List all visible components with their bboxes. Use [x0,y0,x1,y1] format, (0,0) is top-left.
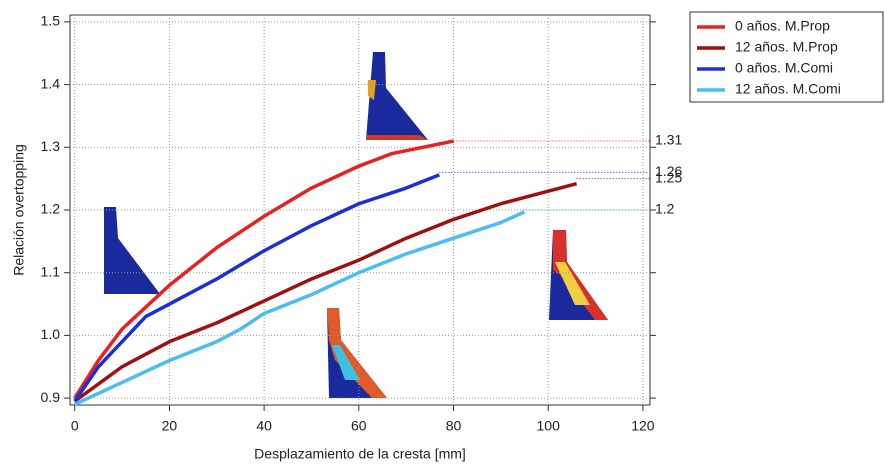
x-tick-label: 120 [631,418,655,434]
series-line [73,139,454,400]
y-tick-label: 1.2 [41,201,61,217]
dam-image [327,308,387,398]
dam-image [366,135,428,140]
y-axis-label: Relación overtopping [11,144,27,276]
x-tick-label: 100 [537,418,561,434]
dam-image [332,345,360,380]
x-tick-label: 0 [71,418,79,434]
series-line [73,210,526,406]
x-tick-label: 80 [446,418,462,434]
series-line [73,181,578,403]
y-tick-label: 0.9 [41,389,61,405]
legend-label: 0 años. M.Prop [735,18,830,34]
x-tick-label: 60 [351,418,367,434]
x-tick-label: 20 [162,418,178,434]
dam-image [104,207,160,294]
legend-label: 0 años. M.Comi [735,60,833,76]
y-tick-label: 1.1 [41,263,61,279]
dam-image [555,262,590,305]
x-axis-label: Desplazamiento de la cresta [mm] [254,446,466,462]
y-tick-label: 1.3 [41,138,61,154]
dam-image [366,52,428,140]
inset-images [104,52,608,398]
y-tick-label: 1.4 [41,75,61,91]
x-tick-label: 40 [256,418,272,434]
annotation-label: 1.25 [655,169,682,185]
series-line [73,173,440,403]
legend-label: 12 años. M.Comi [735,81,841,97]
legend-label: 12 años. M.Prop [735,39,838,55]
y-tick-label: 1.5 [41,13,61,29]
y-tick-label: 1.0 [41,326,61,342]
annotation-label: 1.31 [655,132,682,148]
annotation-label: 1.2 [655,201,675,217]
annotation-label: 1.26 [655,163,682,179]
